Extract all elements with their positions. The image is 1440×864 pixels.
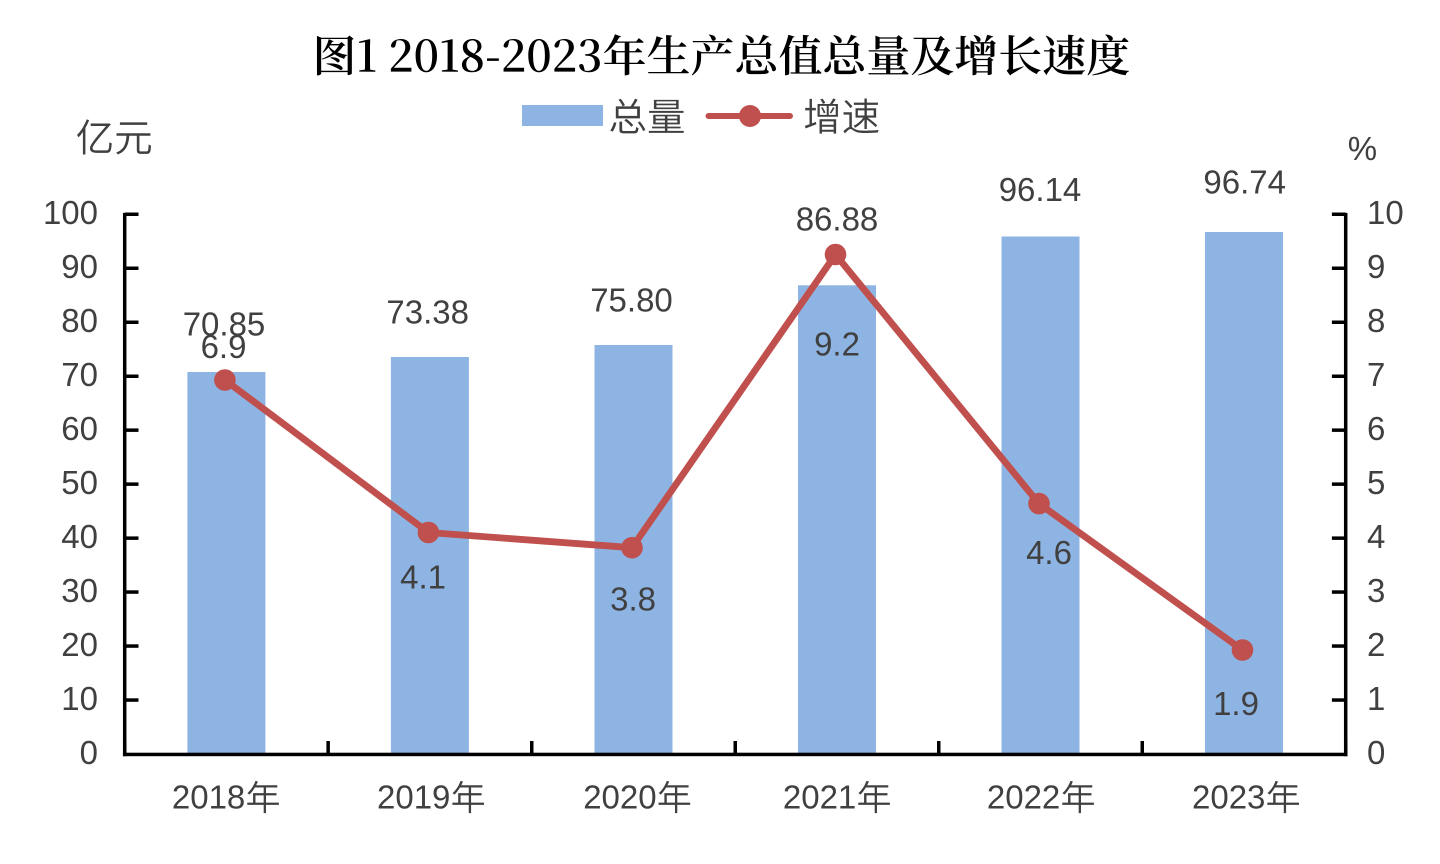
svg-text:2023: 2023 (1192, 778, 1265, 815)
svg-text:6.9: 6.9 (201, 328, 247, 365)
svg-text:2022: 2022 (987, 778, 1060, 815)
svg-text:60: 60 (61, 410, 98, 447)
svg-text:100: 100 (43, 194, 98, 231)
svg-text:90: 90 (61, 248, 98, 285)
svg-text:75.80: 75.80 (590, 281, 673, 318)
svg-text:9.2: 9.2 (814, 325, 860, 362)
svg-text:80: 80 (61, 302, 98, 339)
svg-text:70: 70 (61, 356, 98, 393)
svg-text:40: 40 (61, 518, 98, 555)
svg-text:4: 4 (1367, 518, 1385, 555)
svg-text:3: 3 (1367, 572, 1385, 609)
svg-text:2021: 2021 (783, 778, 856, 815)
svg-text:0: 0 (1367, 734, 1385, 771)
svg-text:2018: 2018 (172, 778, 245, 815)
svg-text:2: 2 (1367, 626, 1385, 663)
svg-text:6: 6 (1367, 410, 1385, 447)
svg-text:4.6: 4.6 (1026, 534, 1072, 571)
svg-text:2019: 2019 (377, 778, 450, 815)
svg-text:1: 1 (1367, 680, 1385, 717)
svg-text:70.85: 70.85 (183, 305, 266, 342)
svg-text:%: % (1348, 130, 1377, 167)
svg-text:9: 9 (1367, 248, 1385, 285)
svg-text:30: 30 (61, 572, 98, 609)
svg-text:96.74: 96.74 (1203, 163, 1286, 200)
svg-text:2020: 2020 (583, 778, 656, 815)
svg-text:96.14: 96.14 (999, 171, 1082, 208)
svg-text:8: 8 (1367, 302, 1385, 339)
svg-text:0: 0 (80, 734, 98, 771)
svg-text:3.8: 3.8 (610, 580, 656, 617)
svg-text:7: 7 (1367, 356, 1385, 393)
svg-text:4.1: 4.1 (400, 558, 446, 595)
svg-text:10: 10 (61, 680, 98, 717)
svg-text:1.9: 1.9 (1213, 685, 1259, 722)
svg-text:50: 50 (61, 464, 98, 501)
svg-text:86.88: 86.88 (796, 200, 879, 237)
svg-text:5: 5 (1367, 464, 1385, 501)
svg-text:20: 20 (61, 626, 98, 663)
svg-text:73.38: 73.38 (386, 293, 469, 330)
svg-text:10: 10 (1367, 194, 1404, 231)
